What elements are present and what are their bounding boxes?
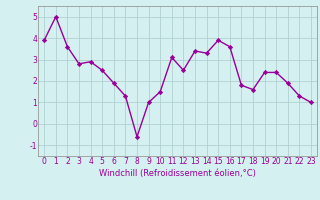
X-axis label: Windchill (Refroidissement éolien,°C): Windchill (Refroidissement éolien,°C) bbox=[99, 169, 256, 178]
